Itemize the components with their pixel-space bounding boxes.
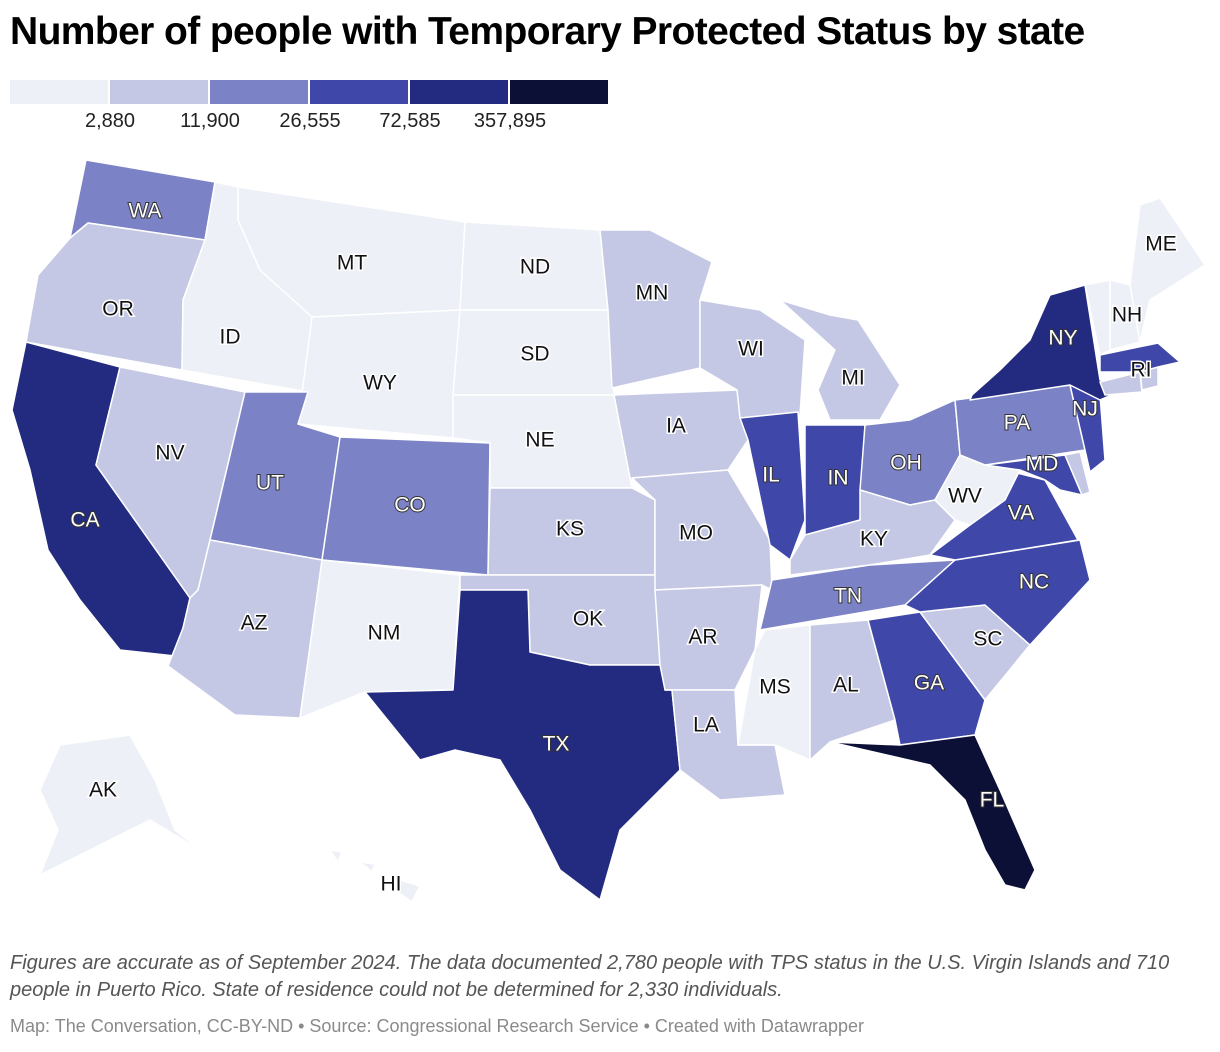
state-mo[interactable]	[631, 469, 773, 591]
state-label-mt: MT	[337, 252, 367, 275]
state-label-la: LA	[693, 714, 719, 737]
state-label-md: MD	[1026, 453, 1059, 476]
state-mi[interactable]	[779, 299, 901, 421]
state-label-wi: WI	[738, 338, 764, 361]
state-label-mo: MO	[679, 522, 713, 545]
legend-swatch	[310, 80, 408, 104]
state-label-pa: PA	[1004, 412, 1030, 435]
state-tx[interactable]	[364, 589, 681, 901]
state-label-mn: MN	[636, 282, 669, 305]
footnote: Figures are accurate as of September 202…	[10, 952, 1170, 1001]
state-label-nm: NM	[368, 622, 401, 645]
us-state-map: WA OR CA ID NV MT WY UT AZ CO NM ND SD N…	[11, 159, 1206, 903]
state-label-ms: MS	[759, 676, 791, 699]
legend-ticks: 2,880 11,900 26,555 72,585 357,895	[10, 110, 610, 140]
state-label-wy: WY	[363, 372, 397, 395]
state-me[interactable]	[1129, 197, 1206, 343]
state-la[interactable]	[664, 689, 786, 801]
legend-swatch	[210, 80, 308, 104]
state-fl[interactable]	[829, 734, 1036, 891]
state-label-co: CO	[394, 494, 426, 517]
legend-tick: 11,900	[180, 110, 240, 132]
legend-swatch	[510, 80, 608, 104]
state-label-nh: NH	[1112, 304, 1142, 327]
map-title: Number of people with Temporary Protecte…	[10, 10, 1085, 53]
state-ak[interactable]	[39, 734, 201, 876]
state-label-al: AL	[833, 674, 859, 697]
legend-tick: 26,555	[279, 110, 341, 132]
legend-tick: 2,880	[84, 110, 136, 132]
legend-tick: 357,895	[473, 110, 547, 132]
state-label-oh: OH	[890, 452, 922, 475]
state-label-ut: UT	[256, 472, 284, 495]
state-label-ar: AR	[688, 626, 717, 649]
state-or[interactable]	[25, 222, 206, 371]
state-label-me: ME	[1145, 233, 1177, 256]
legend-swatch	[410, 80, 508, 104]
state-label-or: OR	[102, 298, 134, 321]
legend-color-bar	[10, 80, 610, 104]
state-label-wv: WV	[948, 485, 982, 508]
state-label-ak: AK	[89, 779, 117, 802]
legend-tick: 72,585	[379, 110, 441, 132]
state-label-nc: NC	[1019, 571, 1049, 594]
state-label-ca: CA	[70, 509, 99, 532]
state-mn[interactable]	[599, 229, 713, 389]
state-label-hi: HI	[381, 873, 402, 896]
state-label-ok: OK	[573, 608, 603, 631]
state-label-tx: TX	[543, 733, 570, 756]
state-label-fl: FL	[980, 789, 1005, 812]
state-label-ga: GA	[914, 672, 944, 695]
state-label-az: AZ	[241, 612, 268, 635]
state-label-wa: WA	[128, 200, 161, 223]
state-label-nj: NJ	[1072, 398, 1098, 421]
state-label-ne: NE	[525, 429, 554, 452]
state-label-ia: IA	[666, 415, 686, 438]
state-al[interactable]	[809, 619, 896, 761]
state-label-ky: KY	[860, 528, 888, 551]
state-label-va: VA	[1008, 502, 1034, 525]
state-label-ny: NY	[1048, 327, 1077, 350]
source-credits: Map: The Conversation, CC-BY-ND • Source…	[10, 1016, 864, 1036]
state-label-in: IN	[828, 467, 849, 490]
legend-swatch	[110, 80, 208, 104]
state-label-tn: TN	[834, 585, 862, 608]
state-label-nv: NV	[155, 442, 184, 465]
state-ma[interactable]	[1099, 342, 1181, 373]
state-hi[interactable]	[329, 849, 421, 903]
state-ny[interactable]	[969, 284, 1136, 401]
legend-swatch	[10, 80, 108, 104]
state-de[interactable]	[1064, 451, 1091, 496]
state-label-il: IL	[762, 464, 780, 487]
state-ct[interactable]	[1099, 371, 1143, 396]
state-label-sc: SC	[973, 628, 1002, 651]
state-label-nd: ND	[520, 256, 550, 279]
state-label-id: ID	[220, 326, 241, 349]
state-label-ks: KS	[556, 518, 584, 541]
color-legend: 2,880 11,900 26,555 72,585 357,895	[10, 80, 610, 140]
state-label-mi: MI	[841, 367, 864, 390]
state-label-ri: RI	[1131, 359, 1152, 382]
state-label-sd: SD	[520, 343, 549, 366]
